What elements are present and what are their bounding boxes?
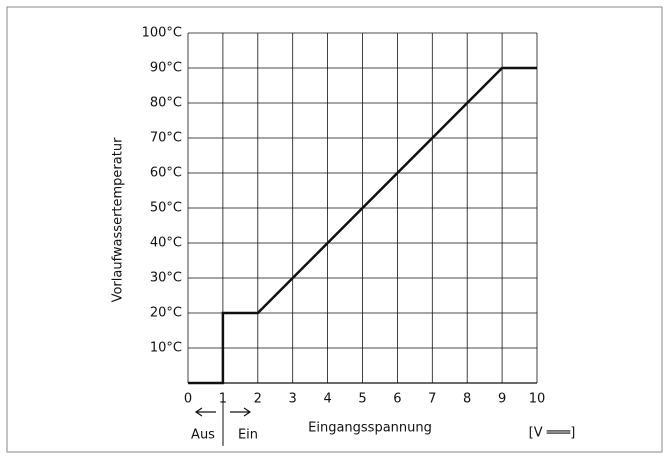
off-label: Aus [191, 428, 215, 443]
x-tick-label: 0 [184, 392, 192, 407]
x-tick-label: 9 [498, 392, 506, 407]
y-tick-label: 40°C [150, 236, 182, 251]
unit-label: [V ═══] [529, 426, 576, 441]
y-tick-label: 20°C [150, 306, 182, 321]
line [188, 66, 537, 385]
y-tick-label: 60°C [150, 166, 182, 181]
on-label: Ein [238, 428, 258, 443]
y-tick-label: 90°C [150, 61, 182, 76]
x-tick-label: 8 [463, 392, 471, 407]
y-tick-label: 70°C [150, 131, 182, 146]
x-tick-label: 1 [219, 392, 227, 407]
x-tick-label: 10 [529, 392, 546, 407]
arrow-left [194, 407, 216, 417]
x-axis-title: Eingangsspannung [308, 421, 432, 436]
y-tick-label: 30°C [150, 271, 182, 286]
x-tick-label: 7 [428, 392, 436, 407]
frame [6, 6, 663, 453]
x-tick-label: 3 [289, 392, 297, 407]
y-tick-label: 50°C [150, 201, 182, 216]
y-tick-label: 80°C [150, 96, 182, 111]
y-axis-title: Vorlaufwassertemperatur [111, 137, 126, 302]
y-tick-label: 100°C [142, 26, 182, 41]
y-tick-label: 10°C [150, 341, 182, 356]
x-tick-label: 4 [323, 392, 331, 407]
arrow-right [230, 407, 252, 417]
x-tick-label: 5 [358, 392, 366, 407]
x-tick-label: 2 [254, 392, 262, 407]
x-tick-label: 6 [393, 392, 401, 407]
